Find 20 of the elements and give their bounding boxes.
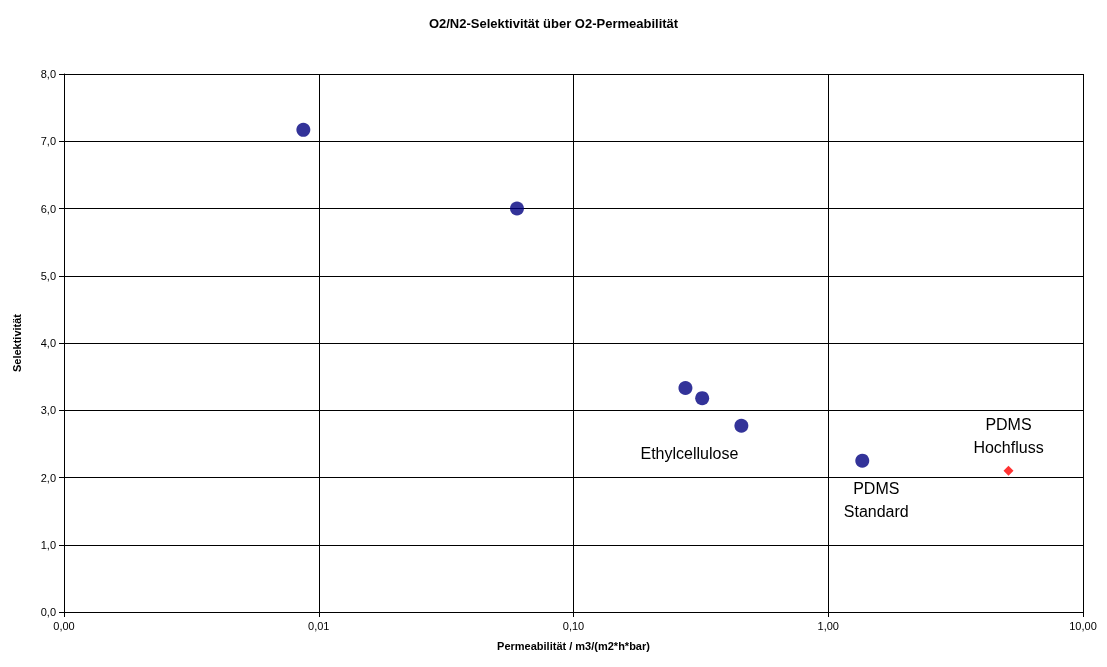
y-tick-label: 5,0 bbox=[40, 269, 56, 282]
x-tick-label: 0,10 bbox=[562, 619, 585, 632]
y-tick-label: 2,0 bbox=[40, 471, 56, 484]
y-axis-title: Selektivität bbox=[10, 313, 23, 373]
y-tick-label: 4,0 bbox=[40, 337, 56, 349]
y-tick-label: 3,0 bbox=[40, 404, 56, 417]
x-tick-label: 0,00 bbox=[53, 619, 75, 632]
x-tick-label: 1,00 bbox=[817, 619, 839, 632]
y-tick-label: 6,0 bbox=[40, 202, 56, 215]
y-tick-label: 8,0 bbox=[40, 68, 56, 80]
y-tick-label: 7,0 bbox=[40, 135, 56, 148]
annotation: PDMS Hochfluss bbox=[973, 415, 1044, 456]
x-tick-label: 10,00 bbox=[1069, 619, 1097, 632]
x-axis-title: Permeabilität / m3/(m2*h*bar) bbox=[497, 639, 651, 652]
annotation: Ethylcellulose bbox=[640, 444, 739, 462]
x-tick-label: 0,01 bbox=[308, 619, 330, 632]
y-tick-label: 1,0 bbox=[40, 538, 56, 551]
chart-title: O2/N2-Selektivität über O2-Permeabilität bbox=[428, 16, 679, 31]
y-tick-label: 0,0 bbox=[40, 606, 56, 618]
annotation: PDMS Standard bbox=[843, 479, 909, 520]
